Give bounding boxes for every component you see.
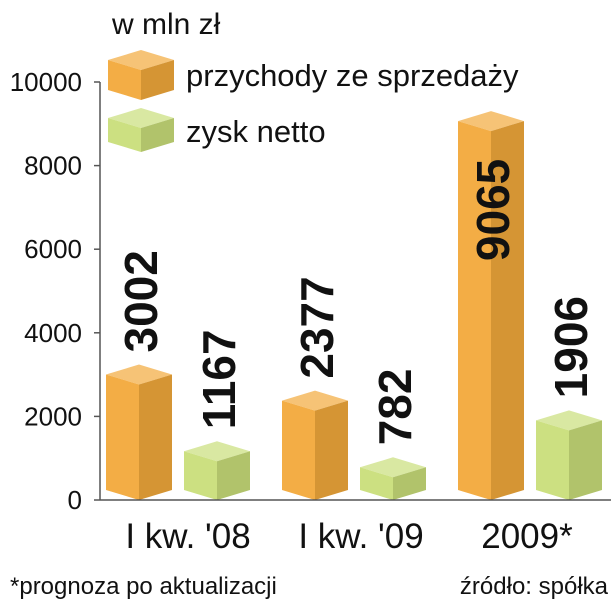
bar-revenue-1-left-face (282, 400, 315, 500)
legend-label-revenue: przychody ze sprzedaży (186, 58, 519, 93)
bar-net-profit-2 (536, 410, 602, 500)
value-label-revenue-1: 2377 (291, 276, 343, 378)
value-label-net-profit-2: 1906 (545, 296, 597, 398)
category-label-2009: 2009* (481, 517, 573, 556)
y-tick-label: 4000 (24, 318, 82, 348)
bar-net-profit-0 (184, 441, 250, 500)
bar-net-profit-2-right-face (569, 420, 602, 500)
legend: przychody ze sprzedaży zysk netto (108, 50, 519, 152)
bar-revenue-2 (458, 111, 524, 500)
y-tick-label: 2000 (24, 401, 82, 431)
bar-revenue-1-right-face (315, 400, 348, 500)
y-tick-label: 8000 (24, 151, 82, 181)
source-note: źródło: spółka (460, 573, 609, 600)
legend-swatch-net-profit-box (108, 108, 174, 152)
legend-label-net-profit: zysk netto (186, 114, 326, 149)
legend-swatch-net-profit-box-left-face (108, 118, 141, 152)
value-labels: 3002 1167 2377 782 9065 1906 (115, 159, 597, 446)
legend-swatch-net-profit-box-right-face (141, 118, 174, 152)
value-label-revenue-2: 9065 (467, 159, 519, 261)
category-label-q1-09: I kw. '09 (298, 517, 423, 556)
legend-swatch-revenue-box-right-face (141, 60, 174, 100)
bar-revenue-0-left-face (106, 374, 139, 500)
bar-net-profit-1 (360, 457, 426, 500)
bar-revenue-2-top (458, 111, 524, 132)
bar-net-profit-2-left-face (536, 420, 569, 500)
value-label-revenue-0: 3002 (115, 250, 167, 352)
bars (106, 111, 602, 500)
y-tick-label: 0 (68, 485, 82, 515)
y-tick-label: 6000 (24, 234, 82, 264)
footnote: *prognoza po aktualizacji (10, 573, 277, 600)
unit-label: w mln zł (111, 8, 221, 41)
bar-revenue-2-left-face (458, 121, 491, 500)
legend-swatch-net-profit (108, 108, 174, 152)
bar-revenue-1 (282, 390, 348, 500)
category-label-q1-08: I kw. '08 (125, 517, 250, 556)
bar-revenue-0 (106, 364, 172, 500)
y-axis: 0 2000 4000 6000 8000 10000 (10, 67, 101, 515)
bar-net-profit-1-right-face (393, 467, 426, 500)
bar-revenue-0-right-face (139, 374, 172, 500)
legend-swatch-revenue-box-left-face (108, 60, 141, 100)
bar-revenue-2-right-face (491, 121, 524, 500)
value-label-net-profit-0: 1167 (193, 329, 245, 429)
legend-swatch-revenue (108, 50, 174, 100)
bar-net-profit-1-left-face (360, 467, 393, 500)
bar-net-profit-0-right-face (217, 451, 250, 500)
y-tick-label: 10000 (10, 67, 82, 97)
value-label-net-profit-1: 782 (369, 369, 421, 446)
legend-swatch-revenue-box (108, 50, 174, 100)
bar-net-profit-0-left-face (184, 451, 217, 500)
